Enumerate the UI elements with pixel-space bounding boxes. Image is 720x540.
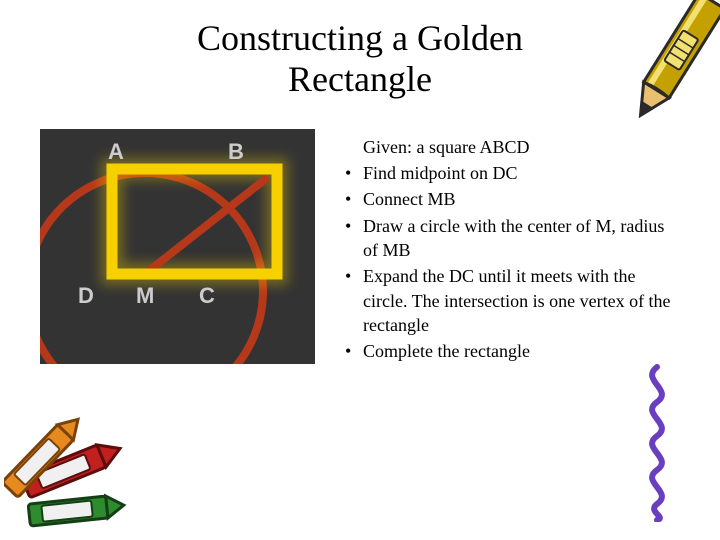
golden-rectangle-diagram: A B D M C	[40, 129, 315, 364]
steps-list: Find midpoint on DC Connect MB Draw a ci…	[343, 161, 680, 363]
pencil-decoration-icon	[602, 0, 720, 148]
diagram-svg	[40, 129, 315, 364]
squiggle-decoration-icon	[632, 362, 682, 522]
vertex-b: B	[228, 139, 244, 165]
instructions: Given: a square ABCD Find midpoint on DC…	[343, 129, 680, 366]
vertex-c: C	[199, 283, 215, 309]
step-item: Draw a circle with the center of M, radi…	[343, 214, 680, 263]
step-item: Complete the rectangle	[343, 339, 680, 363]
step-item: Expand the DC until it meets with the ci…	[343, 264, 680, 337]
step-item: Connect MB	[343, 187, 680, 211]
title-line-1: Constructing a Golden	[197, 18, 523, 58]
crayons-decoration-icon	[4, 416, 174, 536]
vertex-d: D	[78, 283, 94, 309]
vertex-a: A	[108, 139, 124, 165]
midpoint-m: M	[136, 283, 154, 309]
title-line-2: Rectangle	[288, 59, 432, 99]
step-item: Find midpoint on DC	[343, 161, 680, 185]
